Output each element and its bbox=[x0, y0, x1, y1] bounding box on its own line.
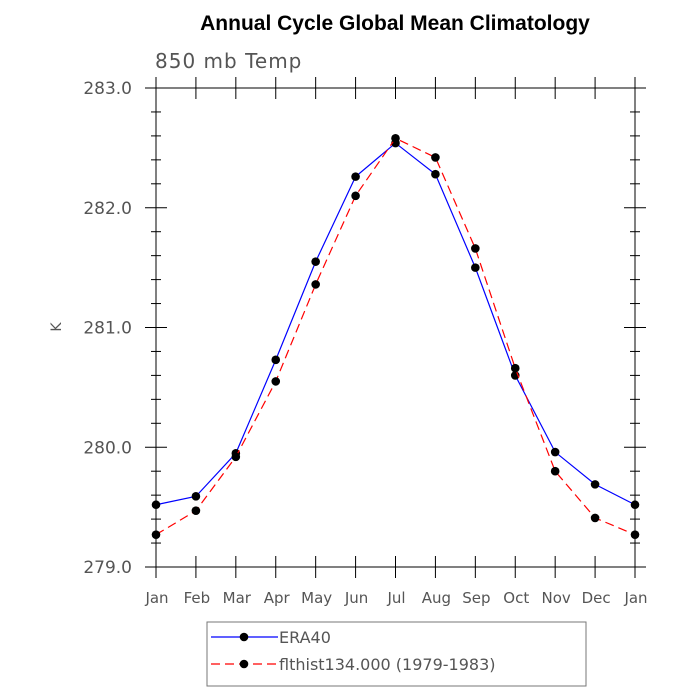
series-1-point bbox=[471, 263, 480, 272]
chart-subtitle: 850 mb Temp bbox=[155, 49, 302, 73]
x-tick-label: Feb bbox=[184, 589, 211, 607]
series-line-2 bbox=[155, 137, 636, 536]
series-2-point bbox=[351, 191, 360, 201]
series-2-point bbox=[550, 466, 560, 476]
y-tick-label: 283.0 bbox=[83, 79, 132, 99]
x-tick-label: Jan bbox=[623, 589, 647, 607]
series-1-point bbox=[191, 492, 201, 501]
legend-box bbox=[206, 621, 587, 687]
y-axis-label: K bbox=[49, 322, 65, 332]
x-tick-label: Sep bbox=[462, 589, 490, 607]
series-1-point bbox=[311, 257, 320, 266]
y-tick-label: 282.0 bbox=[83, 199, 132, 219]
y-tick-labels: 279.0 280.0 281.0 282.0 283.0 bbox=[83, 79, 132, 578]
series-2-point bbox=[191, 506, 201, 516]
series-1-point bbox=[431, 169, 440, 179]
y-tick-label: 279.0 bbox=[83, 558, 132, 578]
series-2-point bbox=[590, 513, 600, 523]
series-line-1 bbox=[155, 142, 636, 506]
x-tick-label: Dec bbox=[582, 589, 611, 607]
x-tick-label: May bbox=[301, 589, 332, 607]
series-2-point bbox=[151, 530, 161, 539]
series-1-point bbox=[550, 447, 560, 457]
x-tick-label: Jul bbox=[386, 589, 405, 607]
x-tick-label: Mar bbox=[223, 589, 252, 607]
series-1-point bbox=[151, 500, 161, 510]
series-2-point bbox=[431, 153, 440, 162]
series-2-point bbox=[311, 280, 320, 289]
series-1-point bbox=[590, 480, 600, 489]
legend-label-1: ERA40 bbox=[279, 628, 331, 647]
legend: ERA40 flthist134.000 (1979-1983) bbox=[211, 628, 496, 674]
chart-title: Annual Cycle Global Mean Climatology bbox=[200, 12, 590, 35]
series-2-point bbox=[231, 452, 241, 462]
series-2-point bbox=[510, 363, 520, 373]
series-2-point bbox=[471, 244, 480, 253]
series-layer bbox=[151, 133, 640, 539]
series-2-point bbox=[630, 530, 640, 539]
series-2-point bbox=[271, 377, 281, 386]
x-tick-label: Oct bbox=[503, 589, 529, 607]
legend-marker-2 bbox=[239, 659, 249, 669]
x-tick-label: Aug bbox=[422, 589, 451, 607]
series-1-point bbox=[271, 355, 281, 365]
axis-ticks bbox=[145, 77, 646, 578]
series-1-point bbox=[630, 500, 640, 510]
x-tick-labels: Jan Feb Mar Apr May Jun Jul Aug Sep Oct Nov Dec Jan bbox=[144, 589, 647, 607]
legend-marker-1 bbox=[239, 632, 249, 642]
y-tick-label: 280.0 bbox=[83, 438, 132, 458]
x-tick-label: Nov bbox=[542, 589, 571, 607]
plot-frame bbox=[155, 87, 636, 568]
x-tick-label: Jan bbox=[144, 589, 168, 607]
x-tick-label: Jun bbox=[344, 589, 368, 607]
x-tick-label: Apr bbox=[264, 589, 291, 607]
y-tick-label: 281.0 bbox=[83, 319, 132, 339]
legend-label-2: flthist134.000 (1979-1983) bbox=[279, 655, 496, 674]
series-1-point bbox=[351, 172, 360, 181]
series-2-point bbox=[391, 133, 400, 143]
